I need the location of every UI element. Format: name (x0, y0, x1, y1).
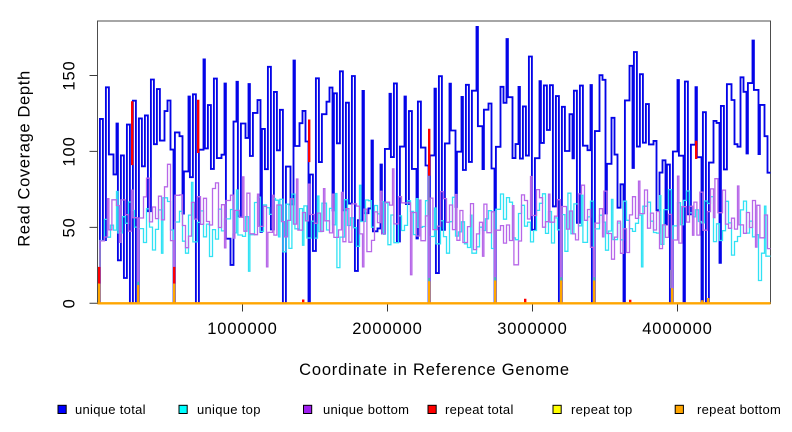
svg-text:Read Coverage Depth: Read Coverage Depth (16, 70, 34, 247)
svg-text:repeat top: repeat top (571, 402, 633, 417)
svg-text:150: 150 (61, 60, 79, 90)
svg-text:4000000: 4000000 (642, 320, 713, 338)
svg-text:unique top: unique top (197, 402, 261, 417)
svg-text:1000000: 1000000 (207, 320, 278, 338)
svg-text:3000000: 3000000 (497, 320, 568, 338)
svg-text:unique bottom: unique bottom (323, 402, 409, 417)
svg-text:0: 0 (61, 298, 79, 308)
svg-text:repeat bottom: repeat bottom (697, 402, 781, 417)
svg-text:2000000: 2000000 (352, 320, 423, 338)
svg-text:Coordinate in Reference Genome: Coordinate in Reference Genome (299, 361, 570, 379)
svg-text:100: 100 (61, 136, 79, 166)
svg-text:50: 50 (61, 217, 79, 237)
svg-text:unique total: unique total (75, 402, 146, 417)
svg-text:repeat total: repeat total (445, 402, 514, 417)
